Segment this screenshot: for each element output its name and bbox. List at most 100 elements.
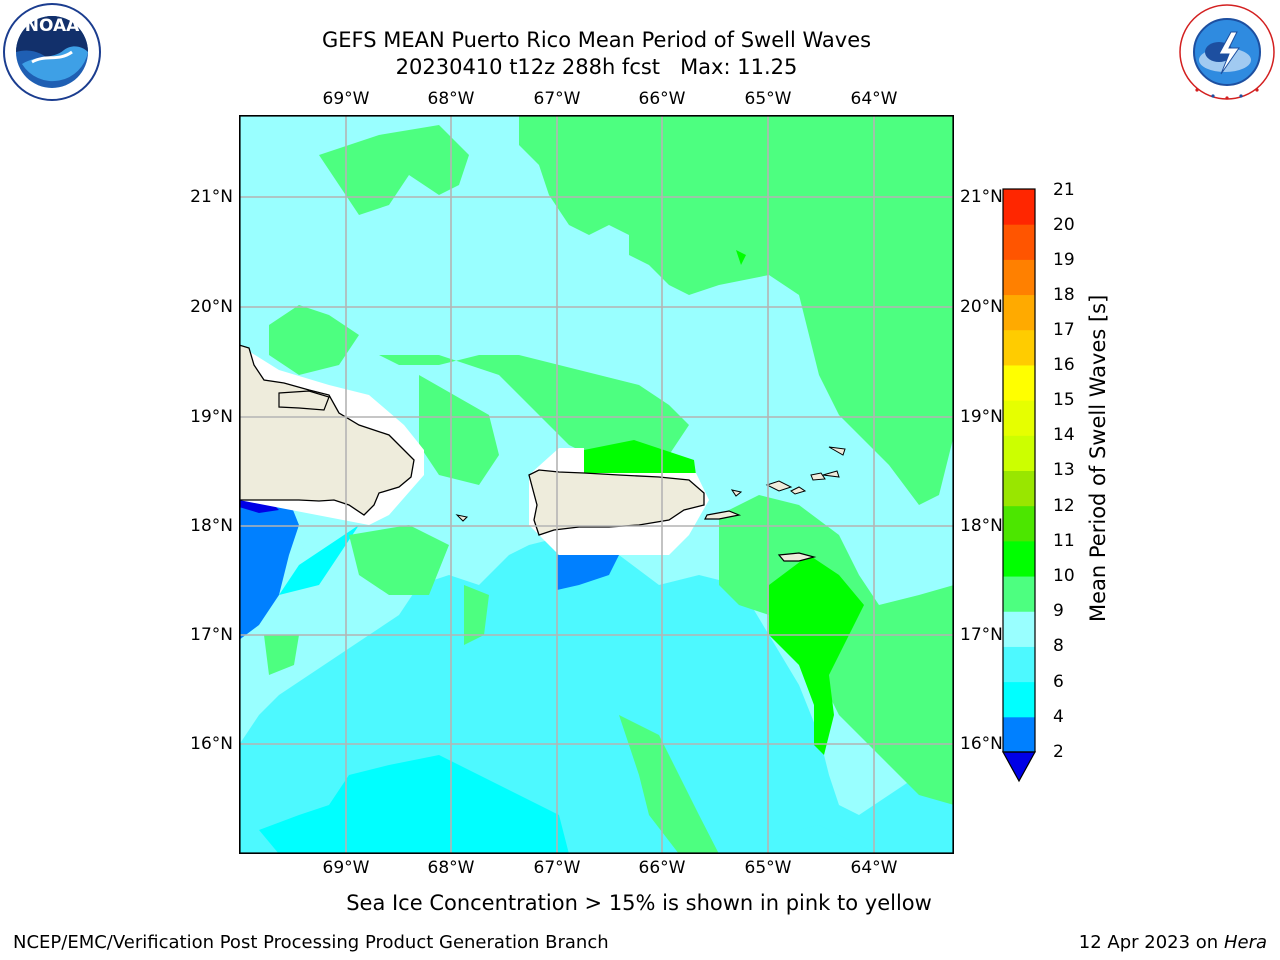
gonave-island [278,390,330,411]
colorbar-tick-label: 14 [1053,425,1075,445]
colorbar-swatch [1003,224,1035,260]
colorbar-tick-label: 12 [1053,496,1075,516]
chart-subtitle: 20230410 t12z 288h fcst Max: 11.25 [395,55,798,79]
lon-label-bottom: 68°W [427,858,475,878]
colorbar-tick-label: 16 [1053,355,1075,375]
contour-band-6s-b [279,525,359,595]
map-svg [238,115,955,855]
lon-label-bottom: 69°W [322,858,370,878]
colorbar-swatch [1003,646,1035,683]
vieques-island [704,510,742,520]
colorbar-swatch [1003,470,1035,507]
colorbar-label: Mean Period of Swell Waves [s] [1086,294,1110,622]
lon-label-bottom: 67°W [533,858,581,878]
colorbar-swatch [1003,189,1035,225]
lon-label-top: 69°W [322,89,370,109]
lon-label-bottom: 64°W [850,858,898,878]
lat-label-right: 17°N [960,625,1003,645]
lon-label-top: 64°W [850,89,898,109]
lon-label-bottom: 66°W [638,858,686,878]
contour-band-9s-w [269,305,359,375]
map-panel [238,115,955,855]
lat-label-left: 16°N [190,734,233,754]
colorbar-tick-label: 2 [1053,742,1064,762]
colorbar-swatch [1003,259,1035,296]
colorbar-tick-label: 19 [1053,250,1075,270]
contour-band-9s-small [264,635,299,675]
colorbar-swatch [1003,681,1035,718]
contour-band-9s-sw [349,525,449,595]
contour-band-9s-nw [319,125,469,215]
colorbar-swatch [1003,576,1035,612]
contour-band-10s [769,555,864,755]
colorbar-tick-label: 11 [1053,531,1075,551]
nws-logo-icon [1175,2,1279,102]
lat-label-right: 18°N [960,516,1003,536]
chart-title: GEFS MEAN Puerto Rico Mean Period of Swe… [321,28,872,52]
footer-credit: NCEP/EMC/Verification Post Processing Pr… [13,932,609,953]
contour-band-9s-south [619,715,719,854]
footer-machine: Hera [1223,932,1267,953]
contour-band-8s-b [759,825,879,854]
colorbar-frame [1002,188,1036,753]
lat-label-left: 19°N [190,407,233,427]
lat-label-right: 21°N [960,187,1003,207]
colorbar-swatch [1003,716,1035,753]
st-croix-island [777,552,817,562]
colorbar-tick-label: 4 [1053,707,1064,727]
hispaniola-land [238,344,415,516]
mona-island [455,514,469,522]
colorbar-swatch [1003,329,1035,366]
colorbar-tick-label: 21 [1053,180,1075,200]
colorbar-tick-label: 20 [1053,215,1075,235]
lat-label-left: 17°N [190,625,233,645]
colorbar-tick-label: 18 [1053,285,1075,305]
contour-band-4s-b [557,555,619,590]
colorbar-tick-label: 15 [1053,390,1075,410]
colorbar-swatch [1003,435,1035,471]
colorbar-tick-label: 8 [1053,636,1064,656]
lat-label-right: 20°N [960,297,1003,317]
puerto-rico-land [528,469,705,536]
colorbar-swatch [1003,611,1035,647]
lat-label-left: 20°N [190,297,233,317]
colorbar-swatch [1003,400,1035,436]
contour-band-10s-dot [736,250,746,265]
colorbar [1001,188,1037,784]
lon-label-top: 68°W [427,89,475,109]
colorbar-swatch [1003,294,1035,331]
colorbar-swatch [1003,540,1035,577]
contour-band-9s-north [519,115,954,505]
lon-label-top: 67°W [533,89,581,109]
sea-ice-note: Sea Ice Concentration > 15% is shown in … [346,891,932,915]
colorbar-tick-label: 9 [1053,601,1064,621]
colorbar-swatch [1003,505,1035,542]
footer-date: 12 Apr 2023 on Hera [1079,932,1267,954]
colorbar-extend-arrow [1001,751,1037,783]
contour-band-9s-s [464,585,489,645]
contour-band-4s [239,500,299,640]
colorbar-tick-label: 13 [1053,460,1075,480]
lon-label-top: 65°W [744,89,792,109]
lat-label-left: 18°N [190,516,233,536]
virgin-islands [765,446,846,495]
colorbar-swatches [1003,189,1035,753]
contour-band-9s-mona [419,375,499,485]
lat-label-right: 16°N [960,734,1003,754]
culebra-island [730,489,743,497]
contour-band-6s-a [259,755,569,854]
graticule [239,115,954,854]
colorbar-tick-label: 6 [1053,672,1064,692]
lat-label-left: 21°N [190,187,233,207]
contour-band-10s-pr [584,440,696,475]
colorbar-tick-label: 10 [1053,566,1075,586]
lon-label-bottom: 65°W [744,858,792,878]
noaa-logo-text: NOAA [24,16,80,36]
lon-label-top: 66°W [638,89,686,109]
colorbar-swatch [1003,364,1035,401]
footer-date-text: 12 Apr 2023 on [1078,932,1224,953]
map-frame [239,115,955,855]
colorbar-tick-label: 17 [1053,320,1075,340]
noaa-logo-icon: NOAA [2,2,102,102]
lat-label-right: 19°N [960,407,1003,427]
